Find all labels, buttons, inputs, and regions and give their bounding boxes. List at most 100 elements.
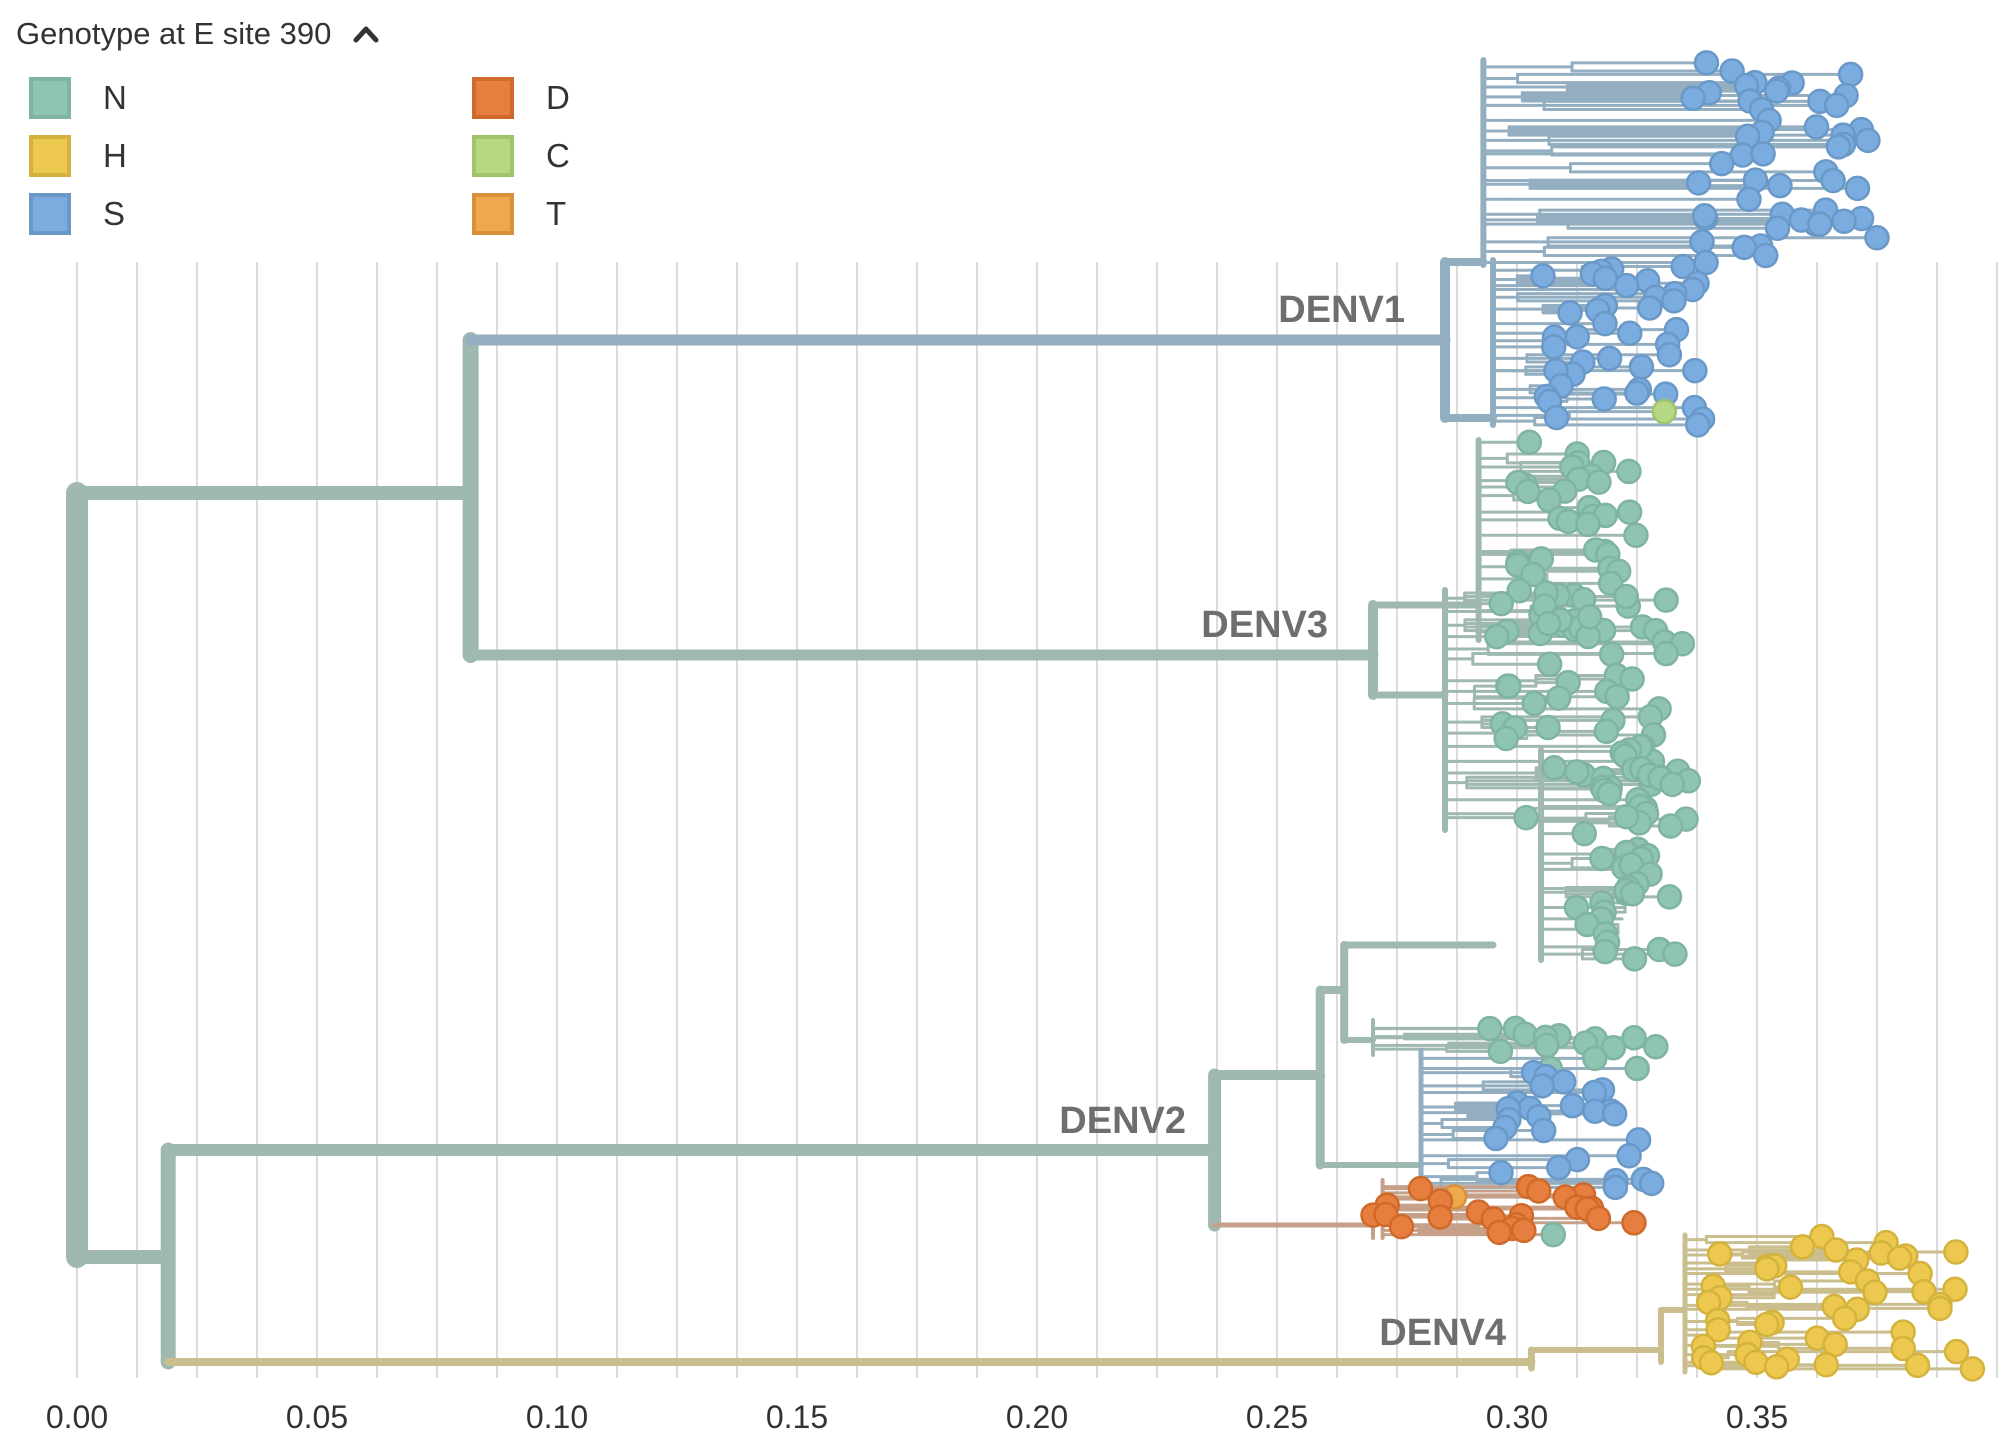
tree-tip [1576, 604, 1603, 630]
tree-tip [1707, 1241, 1733, 1267]
tree-tip [1589, 845, 1615, 872]
tree-tip [1807, 211, 1833, 237]
tree-tip [1750, 141, 1776, 167]
tree-tip [1823, 92, 1850, 119]
tree-tip [1754, 1256, 1780, 1282]
tree-tip [1764, 78, 1790, 104]
x-axis: 0.00 0.05 0.10 0.15 0.20 0.25 0.30 0.35 [46, 1399, 1788, 1435]
tree-tip [1427, 1204, 1453, 1230]
clade-label: DENV2 [1059, 1100, 1186, 1142]
tree-tip [1659, 771, 1686, 798]
tree-tip [1529, 1073, 1555, 1099]
tree-tip [1731, 234, 1757, 261]
tree-tip [1623, 522, 1649, 548]
tree-tip [1904, 1352, 1931, 1379]
tree-tip [1886, 1245, 1913, 1271]
legend-item-s[interactable]: S [29, 189, 125, 239]
tree-tip [1656, 884, 1683, 910]
tree-tip [1516, 429, 1543, 455]
legend-title: Genotype at E site 390 [16, 16, 332, 51]
tree-tip [1617, 320, 1643, 346]
tree-tip [1541, 754, 1567, 781]
tree-tip [1592, 265, 1619, 292]
tree-tip [1680, 85, 1706, 111]
legend-item-n[interactable]: N [29, 73, 127, 123]
legend-label: D [546, 79, 570, 116]
tree-tip [1536, 651, 1563, 677]
tree-tip [1559, 1092, 1586, 1119]
tree-tip [1855, 127, 1881, 154]
tree-tip [1823, 1237, 1849, 1263]
tree-tip [1530, 263, 1556, 289]
tree-tip [1525, 1178, 1552, 1204]
tree-tip [1535, 610, 1562, 637]
legend-item-c[interactable]: C [472, 131, 570, 181]
x-tick-label: 0.20 [1006, 1399, 1068, 1435]
legend-item-d[interactable]: D [472, 73, 570, 123]
tree-tip [1515, 478, 1541, 505]
tree-tip [1506, 578, 1532, 604]
tree-tip [1493, 725, 1519, 752]
tree-tip [1407, 1175, 1434, 1202]
tree-tip [1551, 1069, 1577, 1095]
tree-tip [1764, 215, 1791, 242]
tree-tip [1670, 253, 1696, 280]
tree-tip [1616, 458, 1642, 485]
tree-tip [1511, 1217, 1537, 1244]
legend-swatch [472, 193, 514, 235]
tree-tip [1540, 1221, 1567, 1248]
legend-toggle[interactable]: Genotype at E site 390 [16, 14, 379, 54]
legend-item-t[interactable]: T [472, 189, 566, 239]
tree-tip [1564, 759, 1590, 785]
tree-tip [1705, 1317, 1731, 1343]
legend-swatch [472, 77, 514, 119]
tree-tip [1530, 1117, 1557, 1144]
tree-tip [1927, 1295, 1953, 1322]
tree-tip [1541, 334, 1567, 360]
clade-labels: DENV1 DENV3 DENV2 DENV4 [1059, 289, 1506, 1354]
tree-tip [1621, 946, 1648, 972]
tree-tip [1484, 623, 1510, 650]
tree-tip [1592, 310, 1618, 337]
tree-tip [1591, 386, 1617, 412]
tree-tip [1557, 300, 1583, 326]
tree-tip [1862, 1279, 1888, 1306]
tree-tip [1763, 1354, 1790, 1380]
tree-tip [1571, 820, 1597, 847]
clade-label: DENV4 [1379, 1312, 1506, 1354]
tree-tip [1586, 469, 1612, 495]
tree-tip [1693, 50, 1720, 76]
tree-tip [1643, 1033, 1669, 1060]
legend-label: N [103, 79, 127, 116]
x-tick-label: 0.00 [46, 1399, 108, 1435]
legend-label: S [103, 195, 126, 232]
tree-tip [1616, 1142, 1642, 1169]
tree-tip [1803, 114, 1830, 140]
tree-tip [1564, 324, 1590, 350]
x-tick-label: 0.15 [766, 1399, 828, 1435]
tree-tip [1837, 61, 1864, 88]
tree-tip [1534, 1032, 1560, 1059]
tree-tip [1543, 404, 1570, 431]
clade-label: DENV1 [1278, 289, 1405, 331]
tree-tip [1743, 1349, 1769, 1376]
tree-tip [1593, 718, 1620, 745]
tree-tip [1638, 1170, 1665, 1197]
tree-tip [1613, 272, 1640, 299]
tree-tip [1596, 780, 1622, 807]
tree-tips [1360, 50, 1986, 1382]
tree-tip [1943, 1239, 1969, 1265]
x-tick-label: 0.05 [286, 1399, 348, 1435]
tree-tip [1959, 1356, 1986, 1382]
legend-swatch [472, 135, 514, 177]
tree-tip [1651, 398, 1678, 425]
x-tick-label: 0.35 [1726, 1399, 1788, 1435]
tree-tip [1943, 1338, 1970, 1365]
tree-tip [1601, 1101, 1628, 1127]
tree-tip [1624, 380, 1650, 406]
tree-tip [1752, 242, 1779, 269]
tree-tip [1621, 1024, 1647, 1051]
legend-item-h[interactable]: H [29, 131, 127, 181]
chevron-up-icon [353, 26, 379, 43]
tree-tip [1513, 804, 1539, 831]
